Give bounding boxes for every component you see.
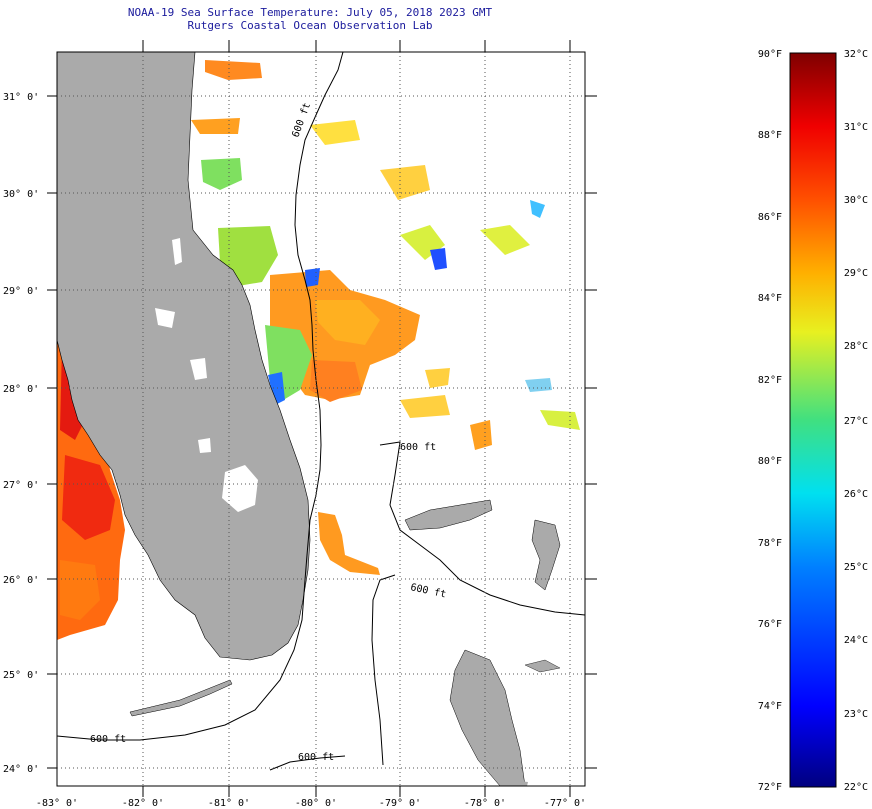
lon-label: -79° 0': [379, 798, 421, 809]
longitude-labels: -83° 0' -82° 0' -81° 0' -80° 0' -79° 0' …: [36, 798, 586, 809]
depth-contours: [57, 52, 585, 771]
cb-f-label: 80°F: [758, 456, 782, 467]
cb-f-label: 88°F: [758, 130, 782, 141]
contour-label-bahamas: 600 ft: [400, 442, 436, 453]
lon-label: -81° 0': [208, 798, 250, 809]
cb-f-label: 84°F: [758, 293, 782, 304]
cb-f-label: 82°F: [758, 375, 782, 386]
map-border: [56, 51, 586, 787]
land-layer: [57, 52, 561, 786]
colorbar-gradient: [789, 52, 837, 788]
lat-label: 26° 0': [3, 575, 39, 586]
chart-title: NOAA-19 Sea Surface Temperature: July 05…: [127, 6, 493, 19]
colorbar-f-labels: 90°F 88°F 86°F 84°F 82°F 80°F 78°F 76°F …: [758, 49, 782, 793]
cb-c-label: 30°C: [844, 195, 868, 206]
lon-label: -83° 0': [36, 798, 78, 809]
lon-label: -78° 0': [464, 798, 506, 809]
cb-f-label: 74°F: [758, 701, 782, 712]
cb-c-label: 28°C: [844, 341, 868, 352]
cb-c-label: 25°C: [844, 562, 868, 573]
cb-c-label: 29°C: [844, 268, 868, 279]
cb-f-label: 86°F: [758, 212, 782, 223]
lat-label: 28° 0': [3, 384, 39, 395]
latitude-labels: 31° 0' 30° 0' 29° 0' 28° 0' 27° 0' 26° 0…: [3, 92, 39, 775]
lon-label: -77° 0': [544, 798, 586, 809]
contour-label-gulf: 600 ft: [90, 734, 126, 745]
lat-label: 24° 0': [3, 764, 39, 775]
cb-c-label: 26°C: [844, 489, 868, 500]
cb-f-label: 72°F: [758, 782, 782, 793]
cb-c-label: 31°C: [844, 122, 868, 133]
cb-f-label: 76°F: [758, 619, 782, 630]
axis-ticks: [47, 40, 597, 797]
colorbar: 90°F 88°F 86°F 84°F 82°F 80°F 78°F 76°F …: [758, 49, 868, 793]
colorbar-c-labels: 32°C 31°C 30°C 29°C 28°C 27°C 26°C 25°C …: [844, 49, 868, 793]
cb-c-label: 22°C: [844, 782, 868, 793]
sst-data-layer: [57, 60, 580, 640]
lat-label: 27° 0': [3, 480, 39, 491]
cb-c-label: 27°C: [844, 416, 868, 427]
cb-c-label: 23°C: [844, 709, 868, 720]
lat-label: 31° 0': [3, 92, 39, 103]
cb-c-label: 32°C: [844, 49, 868, 60]
lat-label: 25° 0': [3, 670, 39, 681]
cb-f-label: 78°F: [758, 538, 782, 549]
lon-label: -80° 0': [295, 798, 337, 809]
cb-f-label: 90°F: [758, 49, 782, 60]
lon-label: -82° 0': [122, 798, 164, 809]
chart-subtitle: Rutgers Coastal Ocean Observation Lab: [187, 19, 433, 32]
lat-label: 30° 0': [3, 189, 39, 200]
contour-label-keys: 600 ft: [298, 752, 334, 763]
cb-c-label: 24°C: [844, 635, 868, 646]
graticule: [57, 52, 585, 786]
lat-label: 29° 0': [3, 286, 39, 297]
